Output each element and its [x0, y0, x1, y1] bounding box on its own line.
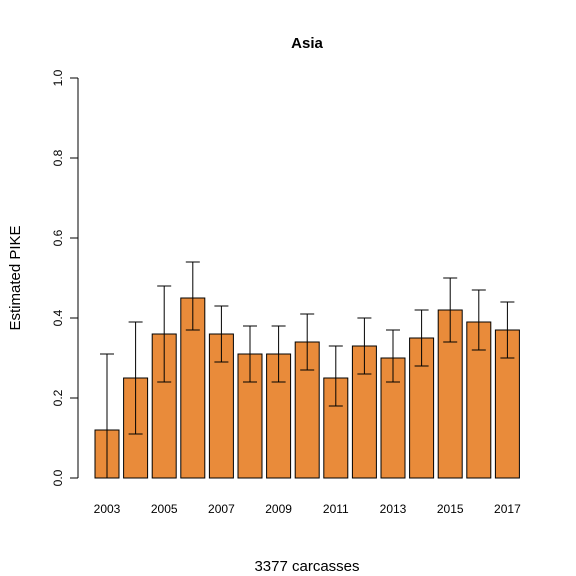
error-bar-2011 [328, 345, 343, 407]
x-tick-labels: 2003 2005 2007 2009 2011 2013 2015 2017 [94, 502, 521, 516]
error-bar-2016 [471, 289, 486, 351]
error-bar-2008 [243, 325, 257, 383]
error-bar-2013 [386, 329, 400, 383]
y-tick-label: 0.4 [51, 309, 65, 326]
error-bar-2003 [100, 353, 114, 479]
error-bar-2006 [185, 261, 200, 331]
x-axis-label: 3377 carcasses [254, 558, 359, 575]
y-axis-label: Estimated PIKE [7, 225, 24, 330]
error-bar-2004 [128, 321, 143, 435]
error-bars-group [100, 261, 515, 479]
y-tick-label: 0.6 [51, 229, 65, 246]
x-tick-label-2007: 2007 [208, 502, 235, 516]
x-tick-label-2017: 2017 [494, 502, 521, 516]
error-bar-2005 [157, 285, 172, 383]
error-bar-2017 [500, 301, 515, 359]
y-tick-label: 1.0 [51, 69, 65, 86]
error-bar-2009 [271, 325, 286, 383]
y-tick-label: 0.2 [51, 389, 65, 406]
error-bar-2012 [357, 317, 372, 375]
error-bar-2014 [414, 309, 429, 367]
x-tick-label-2011: 2011 [323, 502, 349, 516]
chart-title: Asia [291, 35, 323, 52]
y-axis: 0.0 0.2 0.4 0.6 0.8 1.0 [51, 69, 79, 486]
y-tick-label: 0.8 [51, 149, 65, 166]
bar-2010 [294, 341, 320, 479]
error-bar-2007 [214, 305, 229, 363]
error-bar-2010 [300, 313, 315, 371]
error-bar-2015 [443, 277, 458, 343]
y-tick-label: 0.0 [51, 469, 65, 486]
x-tick-label-2003: 2003 [94, 502, 121, 516]
x-tick-label-2005: 2005 [151, 502, 178, 516]
x-tick-label-2009: 2009 [265, 502, 292, 516]
x-tick-label-2015: 2015 [437, 502, 464, 516]
bar-2009 [266, 353, 292, 479]
x-tick-label-2013: 2013 [380, 502, 407, 516]
